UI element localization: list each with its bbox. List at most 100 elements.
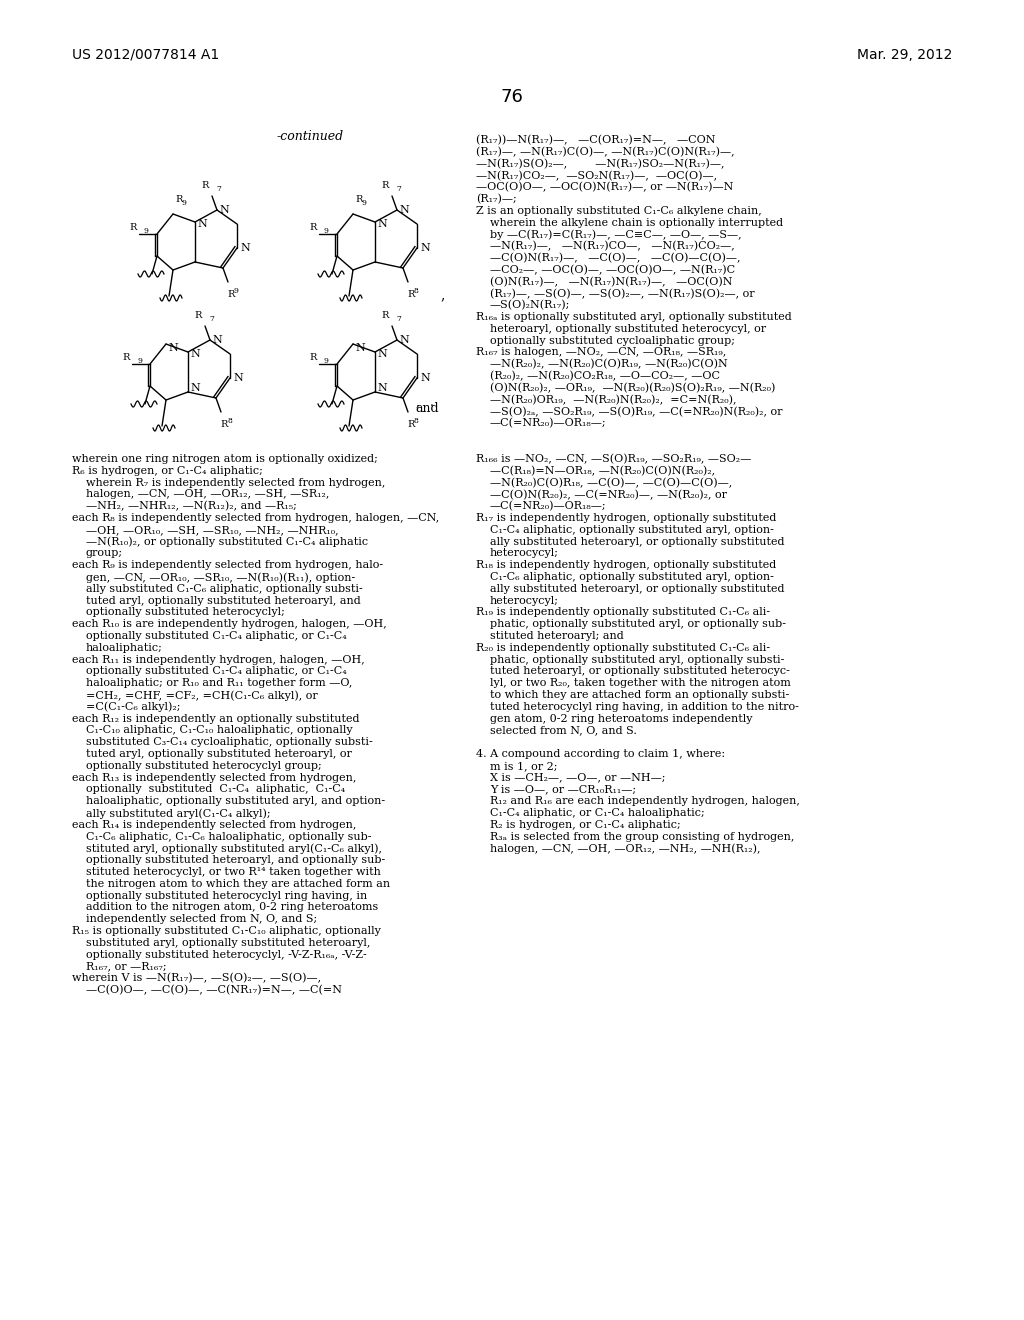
Text: (R₁₇)—, —S(O)—, —S(O)₂—, —N(R₁₇)S(O)₂—, or: (R₁₇)—, —S(O)—, —S(O)₂—, —N(R₁₇)S(O)₂—, …	[490, 288, 755, 298]
Text: optionally substituted heterocyclyl;: optionally substituted heterocyclyl;	[86, 607, 285, 618]
Text: each R₁₃ is independently selected from hydrogen,: each R₁₃ is independently selected from …	[72, 772, 356, 783]
Text: gen, —CN, —OR₁₀, —SR₁₀, —N(R₁₀)(R₁₁), option-: gen, —CN, —OR₁₀, —SR₁₀, —N(R₁₀)(R₁₁), op…	[86, 572, 355, 582]
Text: R₁₆₇, or —R₁₆₇;: R₁₆₇, or —R₁₆₇;	[86, 961, 167, 972]
Text: each R₁₁ is independently hydrogen, halogen, —OH,: each R₁₁ is independently hydrogen, halo…	[72, 655, 365, 664]
Text: each R₁₂ is independently an optionally substituted: each R₁₂ is independently an optionally …	[72, 714, 359, 723]
Text: 9: 9	[234, 286, 239, 294]
Text: stituted heteroaryl; and: stituted heteroaryl; and	[490, 631, 624, 642]
Text: substituted C₃-C₁₄ cycloaliphatic, optionally substi-: substituted C₃-C₁₄ cycloaliphatic, optio…	[86, 737, 373, 747]
Text: 7: 7	[396, 315, 400, 323]
Text: N: N	[190, 348, 200, 359]
Text: N: N	[212, 335, 222, 345]
Text: wherein the alkylene chain is optionally interrupted: wherein the alkylene chain is optionally…	[490, 218, 783, 227]
Text: N: N	[233, 374, 243, 383]
Text: wherein R₇ is independently selected from hydrogen,: wherein R₇ is independently selected fro…	[86, 478, 385, 487]
Text: heterocycyl;: heterocycyl;	[490, 548, 559, 558]
Text: optionally substituted heterocyclyl, -V-Z-R₁₆ₐ, -V-Z-: optionally substituted heterocyclyl, -V-…	[86, 949, 367, 960]
Text: R₁₉ is independently optionally substituted C₁-C₆ ali-: R₁₉ is independently optionally substitu…	[476, 607, 770, 618]
Text: N: N	[377, 383, 387, 393]
Text: Mar. 29, 2012: Mar. 29, 2012	[857, 48, 952, 62]
Text: N: N	[420, 374, 430, 383]
Text: —N(R₂₀)OR₁₉,  —N(R₂₀)N(R₂₀)₂,  =C=N(R₂₀),: —N(R₂₀)OR₁₉, —N(R₂₀)N(R₂₀)₂, =C=N(R₂₀),	[490, 395, 736, 405]
Text: C₁-C₄ aliphatic, optionally substituted aryl, option-: C₁-C₄ aliphatic, optionally substituted …	[490, 525, 774, 535]
Text: .: .	[430, 396, 434, 408]
Text: US 2012/0077814 A1: US 2012/0077814 A1	[72, 48, 219, 62]
Text: C₁-C₆ aliphatic, optionally substituted aryl, option-: C₁-C₆ aliphatic, optionally substituted …	[490, 572, 774, 582]
Text: R₁₆₇ is halogen, —NO₂, —CN, —OR₁₈, —SR₁₉,: R₁₆₇ is halogen, —NO₂, —CN, —OR₁₈, —SR₁₉…	[476, 347, 726, 358]
Text: R₂ is hydrogen, or C₁-C₄ aliphatic;: R₂ is hydrogen, or C₁-C₄ aliphatic;	[490, 820, 681, 830]
Text: 8: 8	[414, 417, 419, 425]
Text: N: N	[377, 219, 387, 228]
Text: N: N	[399, 335, 409, 345]
Text: =C(C₁-C₆ alkyl)₂;: =C(C₁-C₆ alkyl)₂;	[86, 702, 180, 713]
Text: —N(R₁₇)—,   —N(R₁₇)CO—,   —N(R₁₇)CO₂—,: —N(R₁₇)—, —N(R₁₇)CO—, —N(R₁₇)CO₂—,	[490, 242, 735, 252]
Text: —N(R₂₀)₂, —N(R₂₀)C(O)R₁₉, —N(R₂₀)C(O)N: —N(R₂₀)₂, —N(R₂₀)C(O)R₁₉, —N(R₂₀)C(O)N	[490, 359, 728, 370]
Text: 8: 8	[227, 417, 231, 425]
Text: N: N	[219, 205, 228, 215]
Text: R: R	[407, 290, 415, 300]
Text: (R₁₇)—;: (R₁₇)—;	[476, 194, 517, 205]
Text: C₁-C₁₀ aliphatic, C₁-C₁₀ haloaliphatic, optionally: C₁-C₁₀ aliphatic, C₁-C₁₀ haloaliphatic, …	[86, 726, 352, 735]
Text: haloaliphatic, optionally substituted aryl, and option-: haloaliphatic, optionally substituted ar…	[86, 796, 385, 807]
Text: R: R	[382, 181, 389, 190]
Text: 7: 7	[209, 315, 214, 323]
Text: —N(R₁₇)CO₂—,  —SO₂N(R₁₇)—,  —OC(O)—,: —N(R₁₇)CO₂—, —SO₂N(R₁₇)—, —OC(O)—,	[476, 170, 717, 181]
Text: 9: 9	[144, 227, 148, 235]
Text: by —C(R₁₇)=C(R₁₇)—, —C≡C—, —O—, —S—,: by —C(R₁₇)=C(R₁₇)—, —C≡C—, —O—, —S—,	[490, 230, 741, 240]
Text: each R₉ is independently selected from hydrogen, halo-: each R₉ is independently selected from h…	[72, 560, 383, 570]
Text: 9: 9	[324, 356, 329, 366]
Text: R: R	[355, 195, 362, 205]
Text: R: R	[309, 352, 317, 362]
Text: tuted aryl, optionally substituted heteroaryl, and: tuted aryl, optionally substituted heter…	[86, 595, 360, 606]
Text: group;: group;	[86, 548, 123, 558]
Text: =CH₂, =CHF, =CF₂, =CH(C₁-C₆ alkyl), or: =CH₂, =CHF, =CF₂, =CH(C₁-C₆ alkyl), or	[86, 690, 317, 701]
Text: optionally substituted heterocyclyl ring having, in: optionally substituted heterocyclyl ring…	[86, 891, 368, 900]
Text: R: R	[407, 420, 415, 429]
Text: phatic, optionally substituted aryl, optionally substi-: phatic, optionally substituted aryl, opt…	[490, 655, 784, 664]
Text: independently selected from N, O, and S;: independently selected from N, O, and S;	[86, 915, 317, 924]
Text: optionally substituted cycloaliphatic group;: optionally substituted cycloaliphatic gr…	[490, 335, 735, 346]
Text: 8: 8	[414, 286, 419, 294]
Text: wherein V is —N(R₁₇)—, —S(O)₂—, —S(O)—,: wherein V is —N(R₁₇)—, —S(O)₂—, —S(O)—,	[72, 973, 322, 983]
Text: ally substituted heteroaryl, or optionally substituted: ally substituted heteroaryl, or optional…	[490, 537, 784, 546]
Text: R: R	[195, 312, 202, 319]
Text: (R₂₀)₂, —N(R₂₀)CO₂R₁₈, —O—CO₂—, —OC: (R₂₀)₂, —N(R₂₀)CO₂R₁₈, —O—CO₂—, —OC	[490, 371, 720, 381]
Text: haloaliphatic;: haloaliphatic;	[86, 643, 163, 653]
Text: —OH, —OR₁₀, —SH, —SR₁₀, —NH₂, —NHR₁₀,: —OH, —OR₁₀, —SH, —SR₁₀, —NH₂, —NHR₁₀,	[86, 525, 339, 535]
Text: stituted heterocyclyl, or two R¹⁴ taken together with: stituted heterocyclyl, or two R¹⁴ taken …	[86, 867, 381, 876]
Text: ally substituted aryl(C₁-C₄ alkyl);: ally substituted aryl(C₁-C₄ alkyl);	[86, 808, 270, 818]
Text: 9: 9	[137, 356, 142, 366]
Text: N: N	[399, 205, 409, 215]
Text: —OC(O)O—, —OC(O)N(R₁₇)—, or —N(R₁₇)—N: —OC(O)O—, —OC(O)N(R₁₇)—, or —N(R₁₇)—N	[476, 182, 733, 193]
Text: 7: 7	[396, 185, 400, 193]
Text: lyl, or two R₂₀, taken together with the nitrogen atom: lyl, or two R₂₀, taken together with the…	[490, 678, 791, 688]
Text: tuted aryl, optionally substituted heteroaryl, or: tuted aryl, optionally substituted heter…	[86, 748, 352, 759]
Text: C₁-C₄ aliphatic, or C₁-C₄ haloaliphatic;: C₁-C₄ aliphatic, or C₁-C₄ haloaliphatic;	[490, 808, 705, 818]
Text: R₁₆ₐ is optionally substituted aryl, optionally substituted: R₁₆ₐ is optionally substituted aryl, opt…	[476, 312, 792, 322]
Text: tuted heterocyclyl ring having, in addition to the nitro-: tuted heterocyclyl ring having, in addit…	[490, 702, 799, 711]
Text: —S(O)₂ₐ, —SO₂R₁₉, —S(O)R₁₉, —C(=NR₂₀)N(R₂₀)₂, or: —S(O)₂ₐ, —SO₂R₁₉, —S(O)R₁₉, —C(=NR₂₀)N(R…	[490, 407, 782, 417]
Text: R₁₇ is independently hydrogen, optionally substituted: R₁₇ is independently hydrogen, optionall…	[476, 513, 776, 523]
Text: R: R	[202, 181, 209, 190]
Text: optionally substituted C₁-C₄ aliphatic, or C₁-C₄: optionally substituted C₁-C₄ aliphatic, …	[86, 631, 347, 642]
Text: R₂₀ is independently optionally substituted C₁-C₆ ali-: R₂₀ is independently optionally substitu…	[476, 643, 770, 653]
Text: m is 1, or 2;: m is 1, or 2;	[490, 760, 557, 771]
Text: Y is —O—, or —CR₁₀R₁₁—;: Y is —O—, or —CR₁₀R₁₁—;	[490, 784, 636, 795]
Text: —C(R₁₈)=N—OR₁₈, —N(R₂₀)C(O)N(R₂₀)₂,: —C(R₁₈)=N—OR₁₈, —N(R₂₀)C(O)N(R₂₀)₂,	[490, 466, 715, 477]
Text: (O)N(R₂₀)₂, —OR₁₉,  —N(R₂₀)(R₂₀)S(O)₂R₁₉, —N(R₂₀): (O)N(R₂₀)₂, —OR₁₉, —N(R₂₀)(R₂₀)S(O)₂R₁₉,…	[490, 383, 775, 393]
Text: optionally substituted heterocyclyl group;: optionally substituted heterocyclyl grou…	[86, 760, 322, 771]
Text: optionally substituted heteroaryl, and optionally sub-: optionally substituted heteroaryl, and o…	[86, 855, 385, 865]
Text: halogen, —CN, —OH, —OR₁₂, —SH, —SR₁₂,: halogen, —CN, —OH, —OR₁₂, —SH, —SR₁₂,	[86, 490, 330, 499]
Text: R: R	[220, 420, 227, 429]
Text: each R₈ is independently selected from hydrogen, halogen, —CN,: each R₈ is independently selected from h…	[72, 513, 439, 523]
Text: R: R	[123, 352, 130, 362]
Text: —C(=NR₂₀)—OR₁₈—;: —C(=NR₂₀)—OR₁₈—;	[490, 418, 606, 429]
Text: N: N	[197, 219, 207, 228]
Text: substituted aryl, optionally substituted heteroaryl,: substituted aryl, optionally substituted…	[86, 937, 371, 948]
Text: to which they are attached form an optionally substi-: to which they are attached form an optio…	[490, 690, 790, 700]
Text: R: R	[227, 290, 234, 300]
Text: 7: 7	[216, 185, 221, 193]
Text: N: N	[168, 343, 178, 352]
Text: and: and	[415, 401, 438, 414]
Text: ,: ,	[416, 396, 420, 408]
